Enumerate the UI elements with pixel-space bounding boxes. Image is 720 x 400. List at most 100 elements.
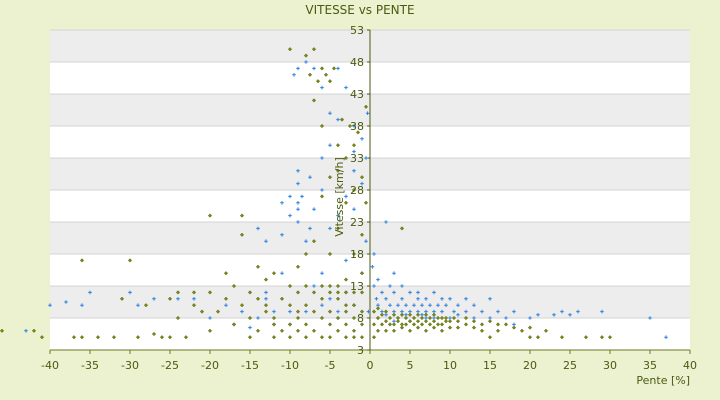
data-point [359,175,365,180]
data-point [207,328,213,333]
x-tick-label: 40 [683,359,697,372]
data-point [431,312,437,317]
data-point [472,303,476,307]
data-point [0,328,5,333]
data-point [443,319,449,324]
data-point [600,309,604,314]
data-point [79,258,85,263]
x-tick-label: 15 [483,359,497,372]
data-point [400,284,404,288]
data-point [223,271,229,276]
x-tick-label: -20 [201,359,219,372]
x-tick-label: -15 [241,359,259,372]
data-point [352,149,356,154]
data-point [339,117,345,122]
data-point [71,335,77,340]
data-point [535,335,541,340]
data-point [287,47,293,52]
data-point [351,251,357,257]
data-point [435,315,441,321]
data-point [287,303,293,308]
data-point [380,290,384,295]
data-point [263,303,269,308]
data-point [296,220,300,224]
y-tick-label: 33 [350,152,364,165]
data-point [336,309,340,314]
data-point [143,303,149,308]
data-point [388,284,392,288]
data-point [312,284,316,288]
data-point [447,325,453,330]
data-point [343,309,349,314]
data-points [0,47,668,340]
data-point [224,303,228,307]
data-point [335,283,341,289]
data-point [519,328,525,333]
y-tick-label: 48 [350,56,364,69]
data-point [343,155,349,161]
data-point [307,72,313,77]
data-point [247,315,253,321]
data-point [527,325,533,330]
data-point [552,313,556,317]
data-point [463,322,469,327]
x-axis-label: Pente [%] [636,374,690,387]
data-point [319,315,325,321]
y-tick-label: 18 [350,248,364,261]
data-point [464,297,468,301]
data-point [135,335,141,340]
data-point [319,335,325,340]
data-point [263,277,269,282]
data-point [383,328,389,333]
data-point [359,309,365,314]
data-point [303,53,309,58]
data-point [480,309,484,314]
data-point [79,335,85,340]
data-point [428,303,432,307]
x-tick-label: -30 [121,359,139,372]
data-point [311,47,317,52]
data-point [239,232,245,237]
data-point [304,309,308,314]
data-point [347,123,353,129]
data-point [351,315,357,321]
data-point [370,265,375,269]
data-point [384,220,388,224]
data-point [295,315,301,321]
data-point [271,315,277,321]
data-point [503,322,509,327]
data-point [320,271,324,275]
x-tick-label: 35 [643,359,657,372]
data-point [80,303,84,307]
data-point [423,319,429,324]
data-point [167,335,173,340]
data-point [303,303,309,308]
data-point [427,315,433,321]
data-point [448,297,452,301]
data-point [528,316,532,320]
data-point [452,309,456,314]
data-point [383,319,389,324]
data-point [351,143,357,148]
data-point [152,297,156,301]
data-point [463,315,469,321]
data-point [371,322,377,327]
data-point [387,315,393,321]
data-point [308,175,312,179]
data-point [331,66,337,71]
data-point [560,309,564,314]
data-point [255,328,261,333]
data-point [288,309,292,314]
data-point [419,322,425,327]
data-point [295,264,301,269]
data-point [372,284,376,288]
data-point [351,187,357,193]
data-point [392,290,396,295]
data-point [175,290,181,295]
data-point [320,188,324,192]
data-point [400,297,404,301]
x-tick-label: 20 [523,359,537,372]
data-point [399,226,405,231]
